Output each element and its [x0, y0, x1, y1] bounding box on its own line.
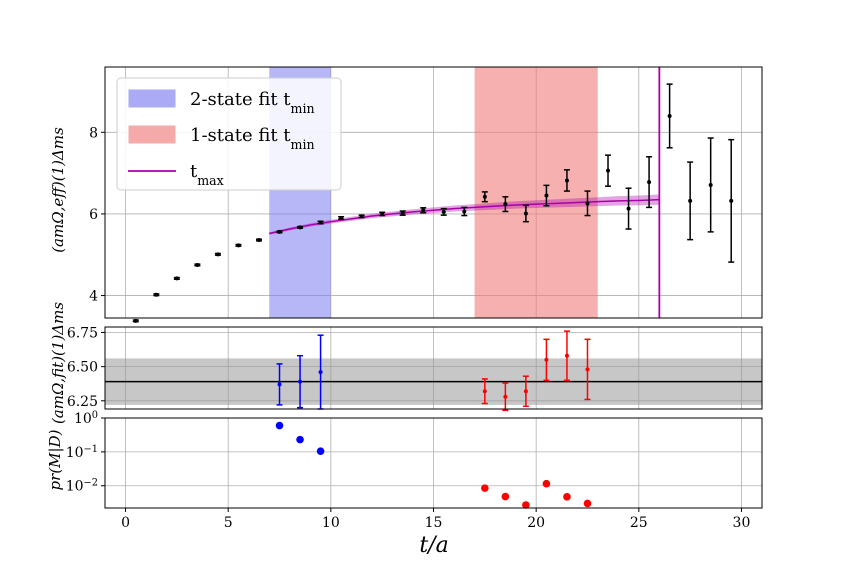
top-data-20-point — [544, 193, 549, 198]
top-y-axis-label: (amΩ,eff)(1)Δms — [49, 127, 67, 253]
bottom-y-axis-label: pr(M|D) — [46, 429, 64, 490]
top-data-23-point — [606, 168, 611, 173]
top-band-1 — [474, 67, 598, 318]
top-data-25-point — [647, 180, 652, 185]
mid-ytick-label-1: 6.50 — [67, 360, 98, 376]
top-ytick-label-2: 8 — [89, 125, 98, 141]
top-data-3-point — [195, 262, 200, 267]
legend-swatch-0 — [127, 88, 177, 109]
mid-0-0-point — [277, 382, 282, 387]
mid-1-4-point — [564, 353, 569, 358]
top-data-14-point — [421, 208, 426, 213]
bot-point-0-0 — [275, 421, 284, 430]
mid-1-3-point — [544, 357, 549, 362]
top-data-0-point — [133, 318, 138, 323]
mid-1-1-point — [503, 394, 508, 399]
mid-0-1-point — [298, 379, 303, 384]
bottom-y-axis-label-text: pr(M|D) — [46, 429, 64, 490]
xtick-label-1: 5 — [224, 515, 233, 531]
xtick-label-2: 10 — [322, 515, 340, 531]
bot-ytick-label-1: 10−1 — [66, 443, 98, 461]
mid-1-5-point — [585, 367, 590, 372]
top-data-17-point — [482, 194, 487, 199]
top-data-12-point — [380, 211, 385, 216]
xtick-label-0: 0 — [121, 515, 130, 531]
top-data-27-point — [688, 198, 693, 203]
top-data-18-point — [503, 202, 508, 207]
top-data-19-point — [523, 211, 528, 216]
top-data-5-point — [236, 243, 241, 248]
bot-point-0-1 — [296, 435, 304, 444]
top-data-28-point — [708, 182, 713, 187]
xtick-label-6: 30 — [733, 515, 751, 531]
xtick-label-5: 25 — [630, 515, 648, 531]
bot-ytick-label-2: 10−2 — [66, 477, 98, 495]
top-data-1-point — [154, 292, 159, 297]
top-y-axis-label-text: (amΩ,eff)(1)Δms — [49, 127, 67, 253]
top-data-9-point — [318, 220, 323, 225]
bot-point-1-5 — [583, 499, 592, 508]
top-data-6-point — [256, 238, 261, 243]
bot-ytick-label-0: 100 — [74, 410, 98, 428]
top-data-15-point — [441, 209, 446, 214]
bottom-panel: 100 10−1 10−2 0 5 10 15 20 25 30 — [66, 410, 763, 531]
top-data-8-point — [298, 225, 303, 230]
legend-swatch-1 — [127, 124, 177, 145]
middle-panel: 6.25 6.50 6.75 — [67, 325, 763, 412]
mid-0-2-point — [318, 370, 323, 375]
middle-y-axis-label-text: (amΩ,fit)(1)Δms — [49, 302, 67, 424]
top-ytick-label-1: 6 — [89, 207, 98, 223]
middle-y-axis-label: (amΩ,fit)(1)Δms — [49, 302, 67, 424]
top-ytick-label-0: 4 — [89, 289, 98, 305]
fit-curve-band — [269, 194, 660, 235]
bot-point-1-3 — [542, 479, 551, 488]
bot-point-0-2 — [316, 447, 325, 455]
mid-1-2-point — [523, 389, 528, 394]
mid-ytick-label-2: 6.75 — [67, 325, 98, 341]
bot-point-1-4 — [563, 493, 571, 501]
mid-ytick-label-0: 6.25 — [67, 394, 98, 410]
mid-1-0-point — [482, 389, 487, 394]
bot-point-1-1 — [501, 492, 510, 501]
xtick-label-4: 20 — [527, 515, 545, 531]
top-data-16-point — [462, 209, 467, 214]
top-data-10-point — [339, 216, 344, 221]
mid-frame — [104, 326, 763, 410]
top-data-24-point — [626, 206, 631, 211]
top-data-21-point — [564, 178, 569, 183]
top-data-26-point — [667, 113, 672, 118]
top-data-29-point — [729, 198, 734, 203]
top-data-4-point — [215, 252, 220, 257]
xtick-label-3: 15 — [425, 515, 443, 531]
top-data-7-point — [277, 229, 282, 234]
top-frame — [104, 66, 763, 319]
top-data-22-point — [585, 201, 590, 206]
bot-point-1-0 — [481, 484, 489, 492]
x-axis-label: t/a — [419, 533, 448, 558]
top-data-2-point — [174, 276, 179, 281]
top-data-11-point — [359, 214, 364, 219]
top-data-13-point — [400, 211, 405, 216]
bot-point-1-2 — [522, 501, 530, 509]
